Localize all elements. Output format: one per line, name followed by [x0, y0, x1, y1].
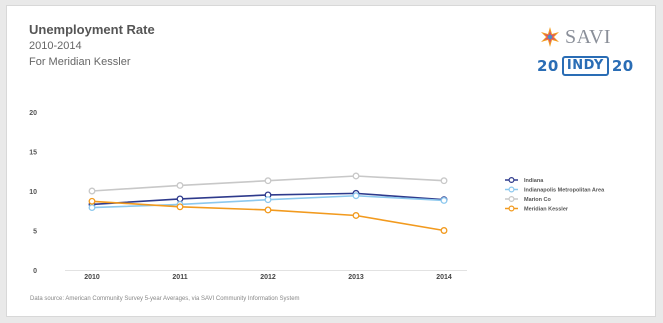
data-point[interactable] — [352, 172, 360, 180]
chart-location: For Meridian Kessler — [29, 56, 131, 68]
indy-box: INDY — [561, 56, 609, 76]
data-point[interactable] — [264, 177, 272, 185]
legend-label: Marion Co — [524, 197, 552, 203]
series-group — [88, 172, 448, 234]
savi-indy-logo: SAVI 20 INDY 20 — [525, 24, 635, 84]
legend-item[interactable]: Indiana — [505, 177, 544, 185]
legend-swatch-marker — [508, 205, 515, 212]
data-source-note: Data source: American Community Survey 5… — [30, 296, 300, 302]
y-tick-label: 5 — [33, 229, 37, 236]
savi-star-icon — [541, 27, 559, 47]
data-point[interactable] — [88, 204, 96, 212]
legend-item[interactable]: Meridian Kessler — [505, 205, 569, 213]
chart-title: Unemployment Rate — [29, 22, 155, 37]
x-tick-label: 2010 — [84, 274, 100, 281]
y-tick-label: 15 — [29, 150, 37, 157]
data-point[interactable] — [176, 182, 184, 189]
x-tick-label: 2011 — [172, 274, 187, 281]
legend-label: Indiana — [524, 178, 544, 184]
data-point[interactable] — [352, 212, 360, 219]
legend-swatch-marker — [508, 186, 515, 193]
legend-label: Indianapolis Metropolitan Area — [524, 188, 605, 194]
data-point[interactable] — [352, 192, 360, 200]
y-tick-label: 0 — [33, 268, 37, 275]
legend-label: Meridian Kessler — [524, 207, 569, 213]
legend-swatch-marker — [508, 196, 515, 203]
data-point[interactable] — [440, 227, 448, 234]
x-tick-label: 2014 — [436, 274, 452, 281]
data-point[interactable] — [264, 196, 272, 204]
data-point[interactable] — [88, 187, 96, 195]
data-point[interactable] — [88, 197, 96, 205]
data-point[interactable] — [440, 177, 448, 185]
data-point[interactable] — [176, 203, 184, 211]
indy-left-number: 20 — [537, 57, 559, 75]
legend-item[interactable]: Indianapolis Metropolitan Area — [505, 186, 605, 194]
x-axis: 2010 2011 2012 2013 2014 — [84, 274, 452, 281]
indy-wordmark: 20 INDY 20 — [537, 56, 634, 76]
data-point[interactable] — [264, 206, 272, 214]
x-tick-label: 2012 — [260, 274, 276, 281]
series-meridian-kessler[interactable] — [88, 197, 448, 234]
savi-wordmark: SAVI — [565, 26, 612, 48]
indy-right-number: 20 — [611, 57, 634, 75]
y-tick-label: 10 — [29, 189, 37, 196]
data-point[interactable] — [440, 197, 448, 204]
y-axis: 0 5 10 15 20 — [29, 110, 37, 275]
chart-subtitle: 2010-2014 — [29, 40, 82, 52]
x-tick-label: 2013 — [348, 274, 364, 281]
legend-item[interactable]: Marion Co — [505, 196, 552, 204]
y-tick-label: 20 — [29, 110, 37, 117]
chart-card: Unemployment Rate 2010-2014 For Meridian… — [6, 5, 656, 317]
legend: Indiana Indianapolis Metropolitan Area Mar… — [505, 177, 605, 213]
data-point[interactable] — [176, 195, 184, 203]
legend-swatch-marker — [508, 177, 515, 184]
series-marion-co[interactable] — [88, 172, 448, 195]
